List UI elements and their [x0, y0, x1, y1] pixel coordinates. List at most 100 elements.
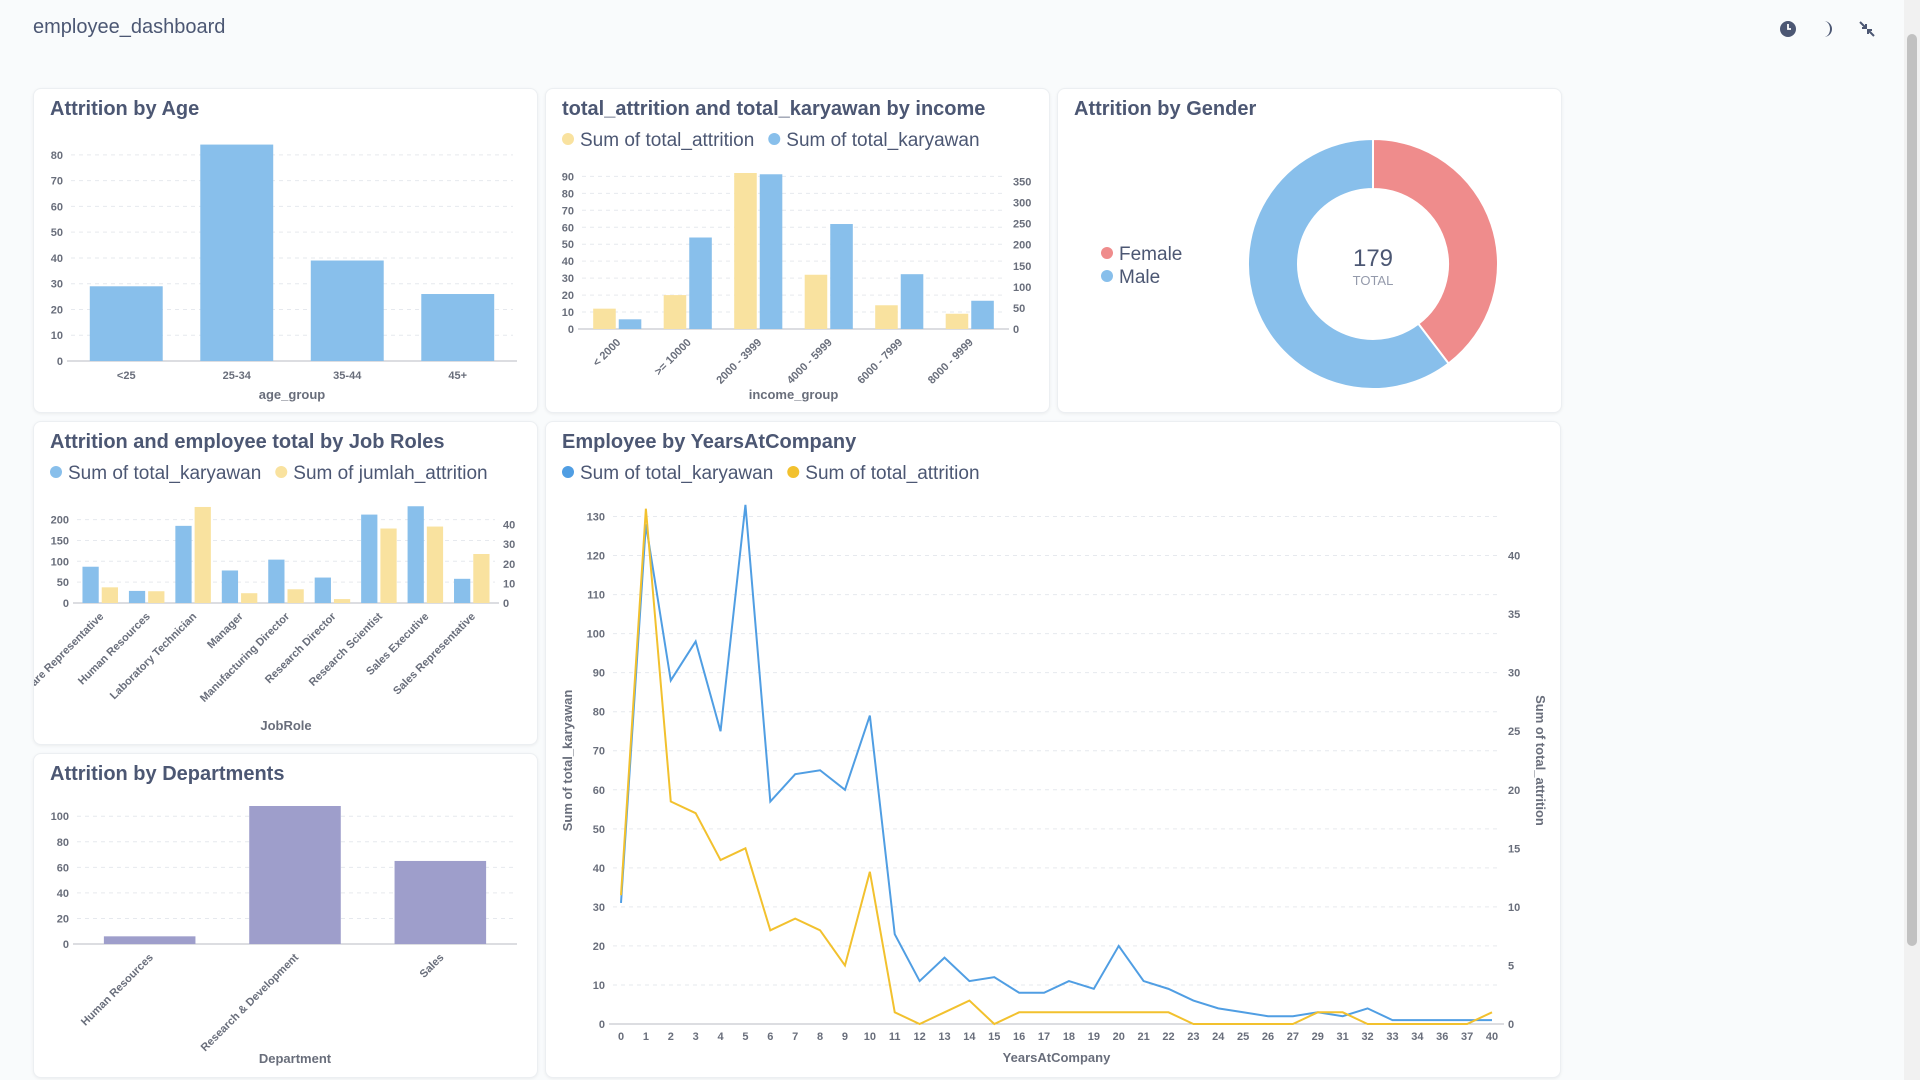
scrollbar[interactable]: [1904, 0, 1920, 1080]
scrollbar-thumb[interactable]: [1907, 34, 1917, 946]
y-tick-label: 50: [593, 824, 605, 836]
y-axis-title: Sum of total_karyawan: [560, 690, 575, 832]
x-tick-label: 2000 - 3999: [714, 337, 764, 387]
x-tick-label: 17: [1038, 1031, 1050, 1043]
bar: [945, 313, 969, 329]
y2-tick-label: 350: [1013, 176, 1031, 188]
x-tick-label: Human Resources: [79, 952, 156, 1029]
legend-label: Male: [1119, 267, 1160, 288]
dashboard-title: employee_dashboard: [33, 16, 226, 38]
y2-tick-label: 10: [503, 578, 515, 590]
x-tick-label: 27: [1287, 1031, 1299, 1043]
x-tick-label: 29: [1312, 1031, 1324, 1043]
x-tick-label: 26: [1262, 1031, 1274, 1043]
y-tick-label: 70: [51, 176, 63, 188]
card: Attrition by Age 0 10 20 30 40 50 60 70 80 age_gro…: [33, 88, 538, 413]
x-tick-label: 6: [767, 1031, 773, 1043]
toolbar: [1780, 21, 1875, 37]
card: Attrition and employee total by Job Role…: [33, 421, 538, 745]
x-tick-label: 36: [1436, 1031, 1448, 1043]
bar: [148, 591, 165, 603]
y2-tick-label: 200: [1013, 240, 1031, 252]
x-tick-label: 7: [792, 1031, 798, 1043]
y-tick-label: 20: [57, 913, 69, 925]
x-tick-label: Sales: [418, 952, 447, 981]
x-tick-label: 1: [643, 1031, 649, 1043]
y-tick-label: 90: [562, 171, 574, 183]
legend-label: Sum of total_karyawan: [580, 463, 773, 484]
card: total_attrition and total_karyawan by in…: [545, 88, 1050, 413]
y-tick-label: 120: [587, 551, 605, 563]
x-tick-label: Manager: [205, 610, 246, 651]
card: Attrition by Gender Female Male 179 TOTAL: [1057, 88, 1562, 413]
y-tick-label: 60: [593, 785, 605, 797]
x-axis-title: YearsAtCompany: [1003, 1050, 1111, 1065]
bar: [407, 506, 424, 603]
x-tick-label: 21: [1137, 1031, 1149, 1043]
bar: [221, 570, 239, 603]
y2-tick-label: 30: [1508, 668, 1520, 680]
chart: Attrition and employee total by Job Role…: [34, 431, 515, 733]
x-axis-title: Department: [259, 1051, 332, 1066]
bar: [875, 305, 898, 329]
legend-label: Sum of total_attrition: [805, 463, 979, 484]
bar: [473, 554, 490, 603]
y-tick-label: 70: [562, 205, 574, 217]
y-tick-label: 20: [51, 304, 63, 316]
x-tick-label: >= 10000: [653, 337, 694, 378]
chart-title: total_attrition and total_karyawan by in…: [562, 98, 985, 120]
x-tick-label: 34: [1411, 1031, 1424, 1043]
y-tick-label: 80: [562, 188, 574, 200]
x-tick-label: 32: [1361, 1031, 1373, 1043]
x-tick-label: 9: [842, 1031, 848, 1043]
legend-swatch: [562, 466, 574, 478]
x-tick-label: 6000 - 7999: [855, 337, 905, 387]
bar: [689, 237, 712, 329]
x-axis-title: income_group: [749, 387, 839, 402]
y-tick-label: 200: [51, 515, 69, 527]
x-tick-label: 22: [1162, 1031, 1174, 1043]
line: [620, 508, 1493, 1026]
y2-tick-label: 20: [503, 559, 515, 571]
y2-tick-label: 150: [1013, 261, 1031, 273]
bar: [361, 514, 378, 603]
y-tick-label: 20: [562, 290, 574, 302]
bar: [101, 587, 118, 603]
x-tick-label: 35-44: [333, 370, 362, 382]
night-mode-icon[interactable]: [1824, 21, 1832, 37]
bar: [249, 806, 341, 944]
y2-tick-label: 0: [1508, 1019, 1514, 1031]
chart-title: Attrition by Gender: [1074, 98, 1256, 120]
y-tick-label: 40: [562, 256, 574, 268]
y2-tick-label: 25: [1508, 726, 1520, 738]
x-tick-label: 13: [938, 1031, 950, 1043]
x-tick-label: Manufacturing Director: [198, 610, 293, 705]
bar: [593, 308, 616, 329]
fullscreen-icon[interactable]: [1859, 21, 1875, 37]
y-tick-label: 50: [57, 577, 69, 589]
y2-tick-label: 20: [1508, 785, 1520, 797]
donut-total-label: TOTAL: [1353, 273, 1394, 288]
x-tick-label: Sales Representative: [391, 611, 478, 698]
legend-swatch: [50, 466, 62, 478]
bar: [804, 274, 828, 329]
legend-label: Sum of total_karyawan: [786, 130, 979, 151]
y-tick-label: 30: [562, 273, 574, 285]
y-tick-label: 50: [562, 239, 574, 251]
bar: [394, 860, 487, 944]
y-tick-label: 130: [587, 512, 605, 524]
x-tick-label: 12: [914, 1031, 926, 1043]
y-tick-label: 90: [593, 668, 605, 680]
y-tick-label: 40: [57, 888, 69, 900]
y-tick-label: 20: [593, 941, 605, 953]
history-icon[interactable]: [1780, 21, 1796, 37]
y-tick-label: 110: [587, 590, 605, 602]
y2-tick-label: 40: [1508, 551, 1520, 563]
bar: [89, 286, 163, 361]
y-tick-label: 80: [51, 150, 63, 162]
chart: Employee by YearsAtCompany01020304050607…: [560, 431, 1548, 1065]
bar: [426, 526, 444, 603]
bar: [971, 300, 994, 329]
y-tick-label: 30: [51, 279, 63, 291]
